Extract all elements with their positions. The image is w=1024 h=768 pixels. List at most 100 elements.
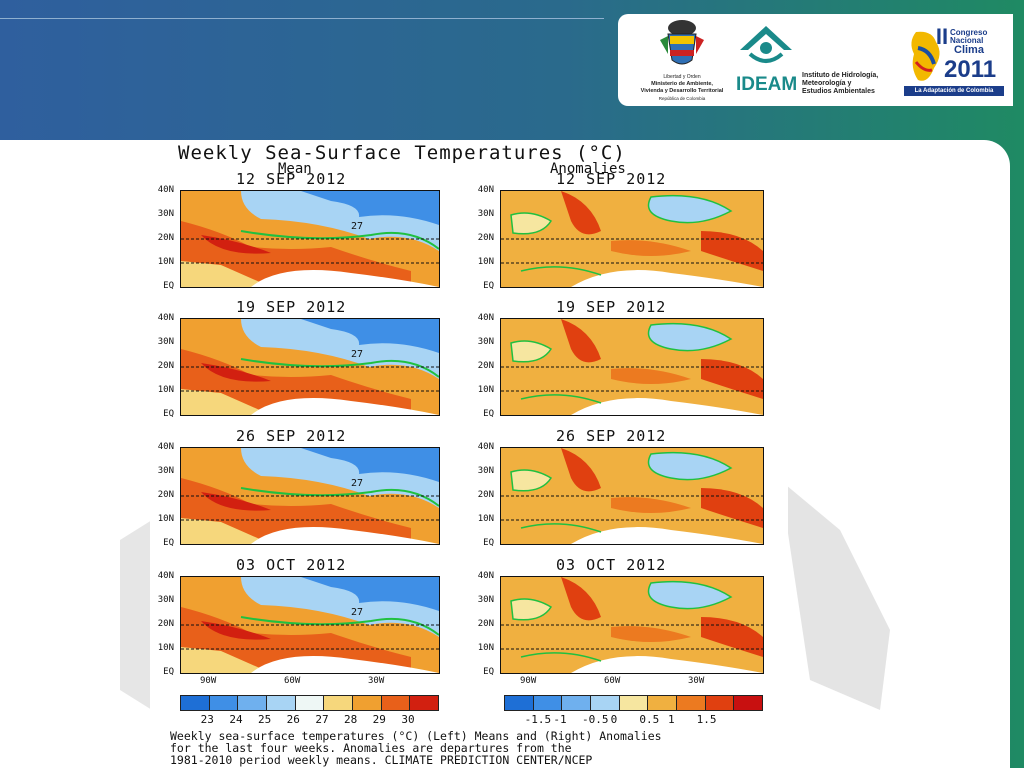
anomaly-panel-date: 03 OCT 2012 [556,556,667,574]
mean-colorbar-label: 30 [401,713,415,726]
mean-sst-map: 27 [180,576,440,674]
anomaly-panel-date: 19 SEP 2012 [556,298,667,316]
anomaly-colorbar-swatch [590,695,620,711]
anomaly-colorbar-swatch [618,695,649,711]
latitude-label: EQ [483,667,494,677]
latitude-label: 30N [157,337,174,347]
longitude-label: 30W [368,676,385,686]
latitude-label: EQ [483,538,494,548]
anomaly-colorbar-label: 0 [610,713,618,726]
longitude-label: 60W [284,676,301,686]
anomaly-panel-date: 26 SEP 2012 [556,427,667,445]
contour-label: 27 [351,607,363,618]
congreso-numeral: II [935,24,949,49]
ideam-desc1: Instituto de Hidrología, [802,72,879,79]
latitude-label: 10N [157,514,174,524]
congreso-line2: Nacional [950,36,984,45]
anomaly-sst-map [500,447,764,545]
anomaly-sst-map [500,190,764,288]
anomaly-colorbar-swatch [647,695,677,711]
mean-colorbar-swatch [208,695,239,711]
anomaly-colorbar-label: 0.5 [639,713,660,726]
latitude-label: 40N [157,571,174,581]
latitude-label: 10N [477,643,494,653]
anomaly-colorbar-label: 1.5 [696,713,717,726]
anomaly-colorbar-label: -1 [553,713,567,726]
ideam-desc3: Estudios Ambientales [802,88,875,95]
mean-colorbar-label: 28 [344,713,358,726]
mean-colorbar-swatch [180,695,210,711]
anomaly-panel-date: 12 SEP 2012 [556,170,667,188]
colombia-map-icon [911,31,940,81]
latitude-label: 40N [477,442,494,452]
latitude-label: 30N [157,466,174,476]
latitude-label: 20N [157,233,174,243]
latitude-label: 30N [477,595,494,605]
congreso-clima-logo: II Congreso Nacional Clima 2011 La Adapt… [904,14,1004,106]
congreso-tagline: La Adaptación de Colombia [904,86,1004,96]
latitude-label: EQ [163,409,174,419]
mean-panel-date: 26 SEP 2012 [236,427,347,445]
latitude-label: EQ [483,409,494,419]
longitude-label: 30W [688,676,705,686]
anomaly-sst-map [500,576,764,674]
anomaly-colorbar-swatch [504,695,534,711]
anomaly-colorbar-swatch [733,695,763,711]
latitude-label: 40N [477,571,494,581]
colombia-coat-of-arms-icon [660,20,704,65]
latitude-label: 30N [477,466,494,476]
logo-header-panel: Libertad y Orden Ministerio de Ambiente,… [618,14,1013,106]
figure-title: Weekly Sea-Surface Temperatures (°C) [178,142,626,164]
anomaly-colorbar-swatch [532,695,563,711]
anomaly-colorbar-swatch [676,695,706,711]
mean-panel-date: 19 SEP 2012 [236,298,347,316]
mean-colorbar-swatch [409,695,439,711]
mean-panel-date: 03 OCT 2012 [236,556,347,574]
ideam-desc2: Meteorología y [802,80,852,87]
ministerio-line3: Vivienda y Desarrollo Territorial [640,88,724,94]
ministerio-line1: Libertad y Orden [663,74,701,80]
ministerio-logo: Libertad y Orden Ministerio de Ambiente,… [632,14,732,106]
mean-sst-map: 27 [180,190,440,288]
latitude-label: 20N [477,490,494,500]
ideam-name: IDEAM [736,74,798,95]
mean-colorbar-swatch [294,695,325,711]
longitude-label: 90W [200,676,217,686]
latitude-label: 40N [477,313,494,323]
mean-colorbar-label: 29 [372,713,386,726]
latitude-label: 20N [477,361,494,371]
ministerio-line4: República de Colombia [658,96,706,101]
latitude-label: 40N [157,185,174,195]
latitude-label: 10N [477,514,494,524]
anomaly-colorbar-swatch [704,695,735,711]
mean-colorbar-swatch [380,695,411,711]
contour-label: 27 [351,349,363,360]
caption-line-1: Weekly sea-surface temperatures (°C) (Le… [170,729,662,743]
anomalies-column-title: Anomalies [550,161,626,177]
congreso-line3: Clima [954,44,984,56]
longitude-label: 90W [520,676,537,686]
ministerio-line2: Ministerio de Ambiente, [651,81,713,87]
latitude-label: 30N [157,209,174,219]
latitude-label: EQ [163,667,174,677]
mean-column-title: Mean [278,161,312,177]
latitude-label: 20N [157,490,174,500]
latitude-label: EQ [163,538,174,548]
mean-colorbar-label: 24 [229,713,243,726]
contour-label: 27 [351,221,363,232]
longitude-label: 60W [604,676,621,686]
latitude-label: 10N [157,385,174,395]
latitude-label: 40N [157,442,174,452]
latitude-label: 10N [157,643,174,653]
latitude-label: 20N [157,361,174,371]
figure-caption: Weekly sea-surface temperatures (°C) (Le… [170,730,790,766]
latitude-label: 30N [477,209,494,219]
latitude-label: 40N [157,313,174,323]
mean-colorbar-label: 25 [258,713,272,726]
mean-panel-date: 12 SEP 2012 [236,170,347,188]
mean-colorbar-label: 23 [200,713,214,726]
anomaly-colorbar-swatch [561,695,591,711]
latitude-label: 10N [477,385,494,395]
latitude-label: 10N [157,257,174,267]
mean-colorbar-label: 26 [286,713,300,726]
